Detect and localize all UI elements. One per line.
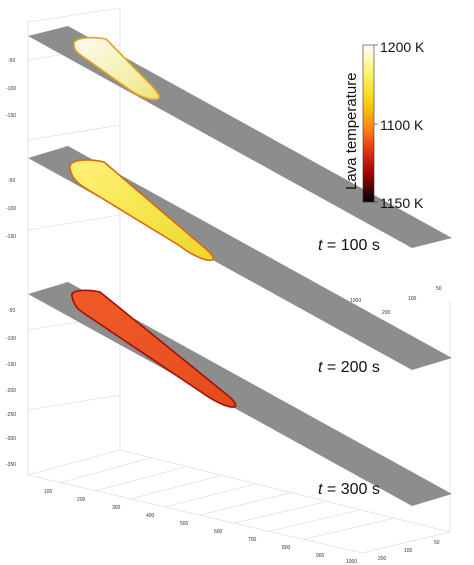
panel-2: -50 -100 -150 t = 100 s 1000 200 100 50: [6, 146, 452, 370]
y-tick: -150: [6, 362, 16, 368]
y-tick: -50: [8, 178, 15, 184]
x-tick: 600: [214, 529, 223, 535]
z-tick: 100: [404, 548, 413, 554]
x-tick: 400: [146, 513, 155, 519]
z-tick: 100: [408, 296, 417, 302]
z-axis-ticks: 200 100 50: [378, 540, 440, 562]
colorbar-bar: [362, 44, 375, 203]
colorbar-mid-label: 1100 K: [380, 117, 424, 133]
lava-flow-1: [73, 36, 161, 101]
z-tick: 200: [382, 310, 391, 316]
x-tick: 800: [282, 545, 291, 551]
y-tick: -50: [8, 58, 15, 64]
axis-ticks-2: 1000 200 100 50: [350, 286, 442, 316]
x-tick: 100: [44, 489, 53, 495]
x-tick: 300: [112, 505, 121, 511]
lava-flow-2: [69, 159, 215, 262]
z-tick: 50: [436, 286, 442, 292]
y-tick: -100: [6, 86, 16, 92]
y-tick: -250: [6, 412, 16, 418]
y-tick: -300: [6, 436, 16, 442]
y-axis-ticks-2: -50 -100 -150: [6, 178, 16, 240]
y-tick: -150: [6, 234, 16, 240]
time-label-200s: t = 200 s: [318, 359, 380, 376]
x-tick: 1000: [350, 298, 361, 304]
panel-3: -50 -100 -150 -200 -250 -300 -350 t = 20…: [6, 282, 452, 506]
x-tick: 700: [248, 537, 257, 543]
x-axis-ticks: 100 200 300 400 500 600 700 800 900 1000: [44, 489, 357, 565]
y-tick: -350: [6, 462, 16, 468]
y-tick: -100: [6, 206, 16, 212]
colorbar-top-label: 1200 K: [380, 39, 425, 55]
colorbar-title: Lava temperature: [343, 72, 360, 190]
y-axis-ticks-1: -50 -100 -150: [6, 58, 16, 119]
colorbar-bottom-label: 1150 K: [380, 195, 424, 211]
z-tick: 50: [434, 540, 440, 546]
colorbar: 1200 K 1100 K 1150 K Lava temperature: [343, 39, 425, 211]
y-tick: -200: [6, 388, 16, 394]
y-tick: -150: [6, 113, 16, 119]
x-tick: 200: [77, 497, 86, 503]
x-tick: 1000: [346, 559, 357, 565]
x-tick: 900: [316, 553, 325, 559]
y-tick: -50: [8, 308, 15, 314]
x-tick: 500: [180, 521, 189, 527]
lava-flow-3: [71, 289, 237, 408]
time-label-100s: t = 100 s: [318, 237, 380, 254]
time-label-300s: t = 300 s: [318, 481, 380, 498]
z-tick: 200: [378, 556, 387, 562]
y-tick: -100: [6, 336, 16, 342]
panel-1: -50 -100 -150: [6, 26, 452, 248]
axis-box-grid: [27, 7, 451, 554]
y-axis-ticks-3: -50 -100 -150 -200 -250 -300 -350: [6, 308, 16, 468]
